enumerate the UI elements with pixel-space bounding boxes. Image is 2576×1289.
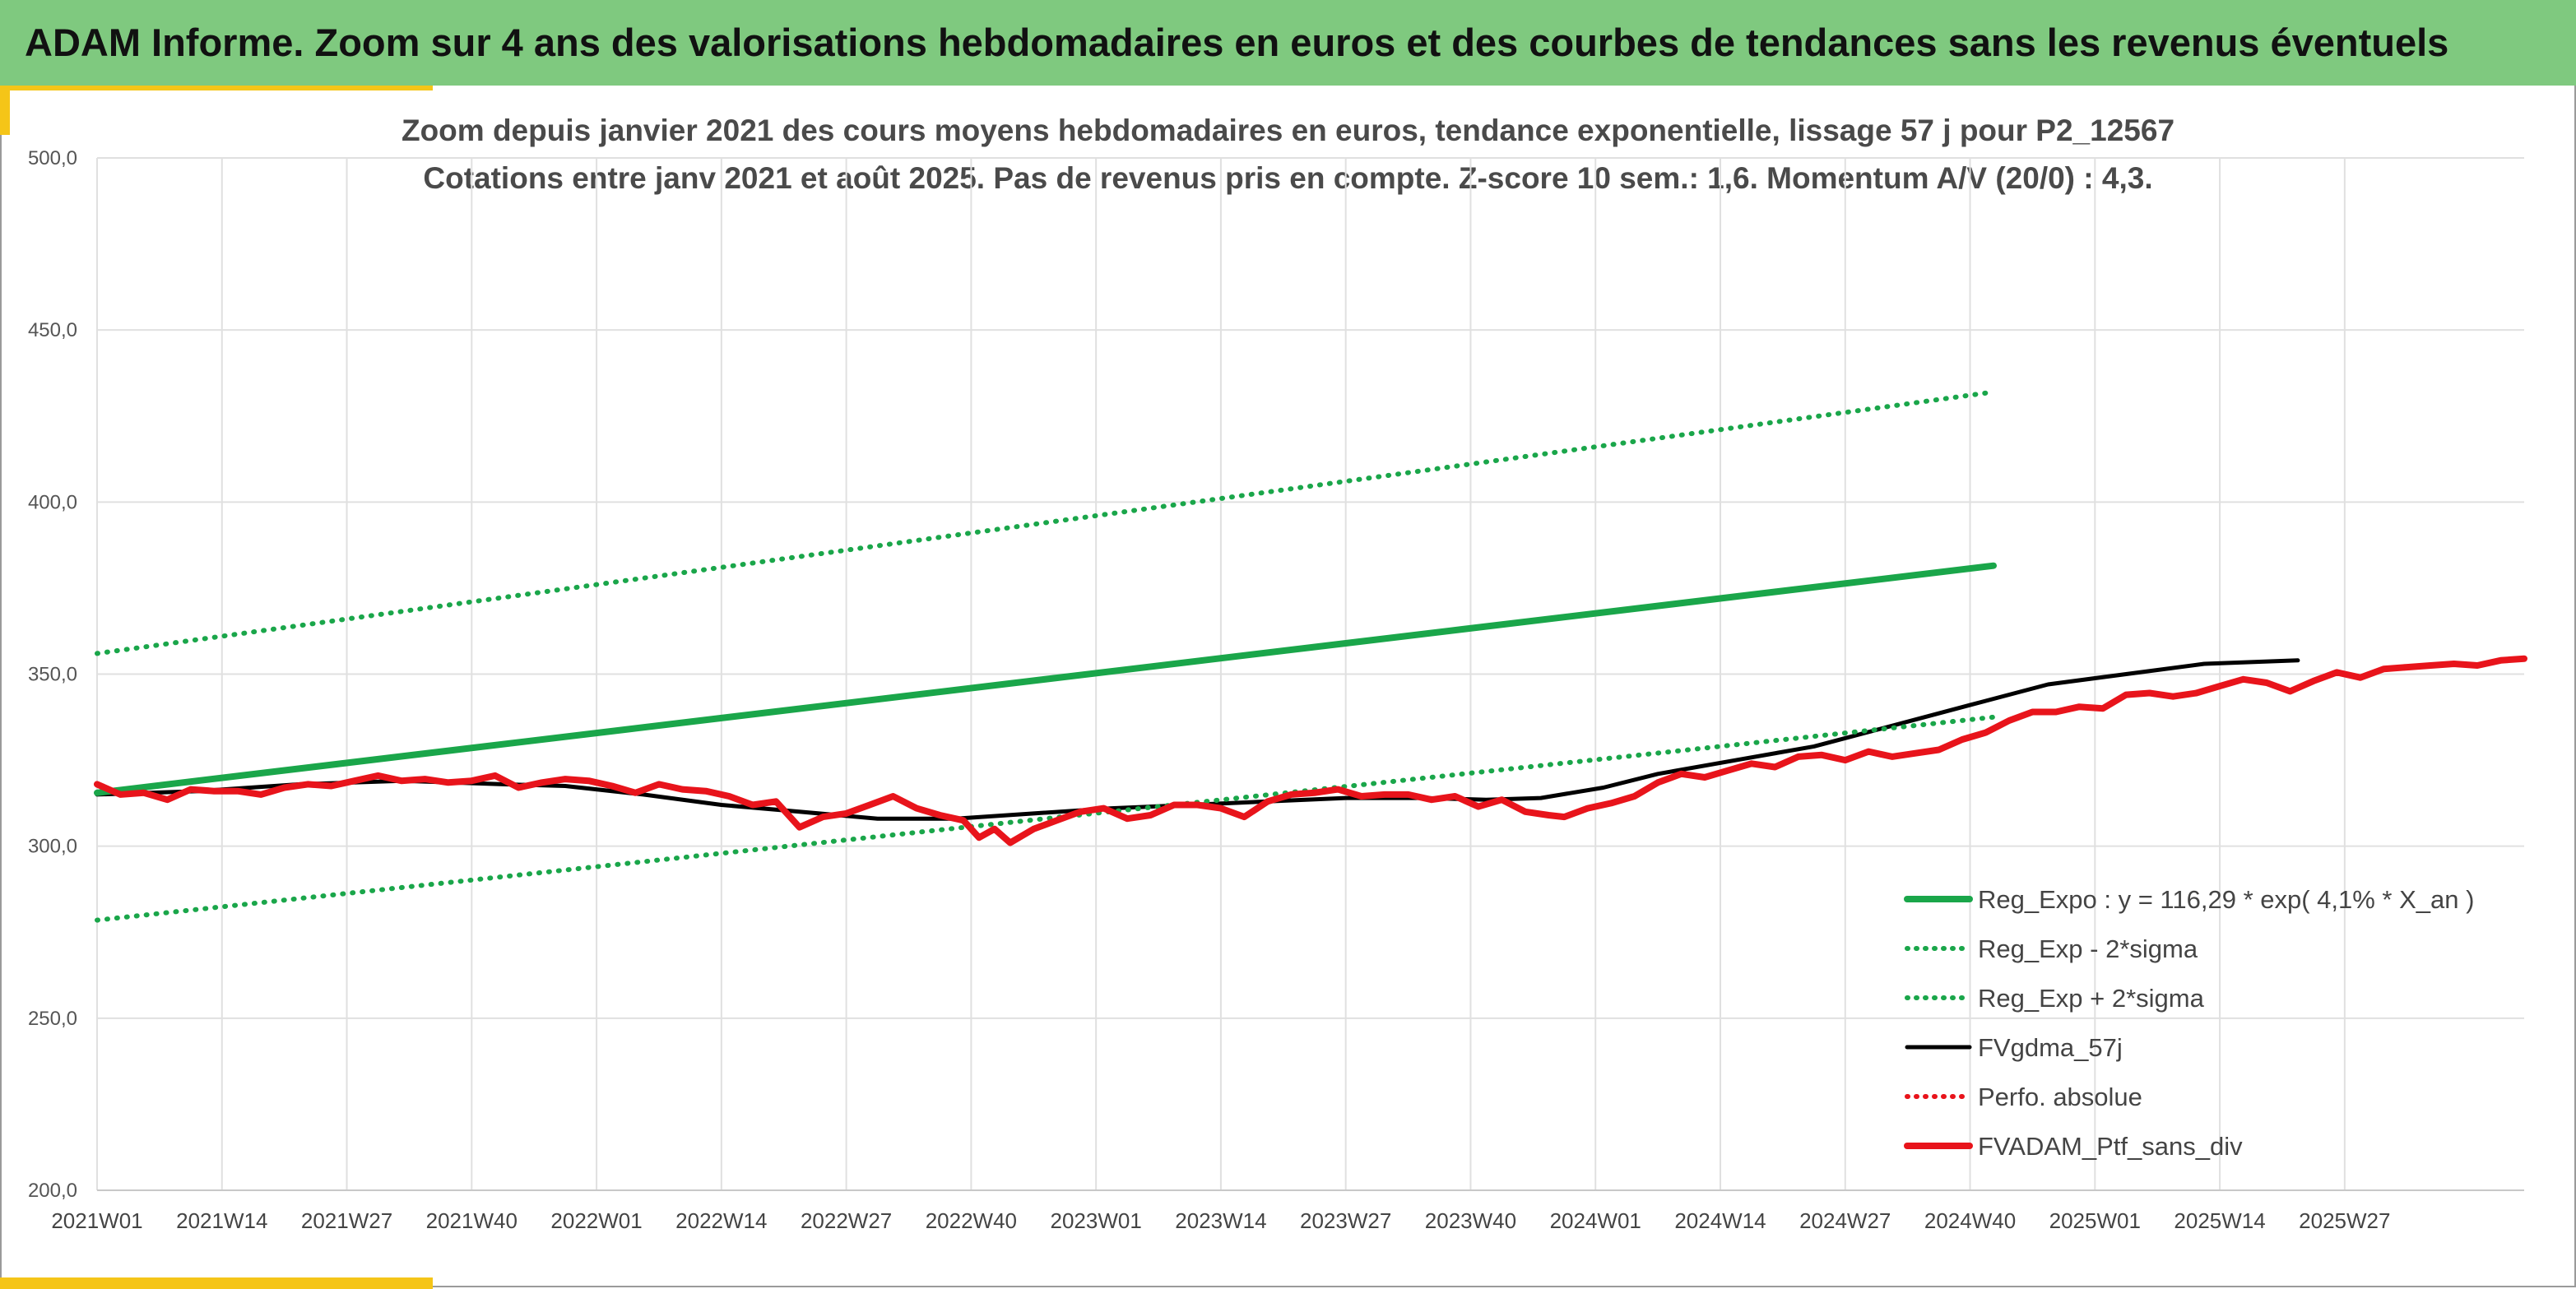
y-tick-label: 250,0 [28,1008,77,1030]
x-tick-label: 2022W14 [675,1208,767,1233]
x-tick-label: 2025W27 [2299,1208,2390,1233]
y-tick-label: 350,0 [28,664,77,686]
legend-label: Perfo. absolue [1978,1083,2142,1111]
y-tick-label: 500,0 [28,147,77,169]
series-line-reg-expo-y-116-29-exp-4-1-x-an [94,562,1997,796]
x-tick-label: 2022W01 [550,1208,642,1233]
x-tick-label: 2023W40 [1425,1208,1516,1233]
legend-label: FVgdma_57j [1978,1033,2123,1062]
legend-label: Reg_Exp + 2*sigma [1978,984,2205,1013]
x-tick-label: 2021W01 [51,1208,142,1233]
x-tick-label: 2024W14 [1674,1208,1766,1233]
series-lines [94,389,2527,923]
chart-title-line1: Zoom depuis janvier 2021 des cours moyen… [401,114,2175,147]
y-tick-label: 300,0 [28,836,77,858]
x-tick-label: 2024W27 [1799,1208,1891,1233]
legend-label: Reg_Expo : y = 116,29 * exp( 4,1% * X_an… [1978,885,2474,914]
x-tick-label: 2023W27 [1300,1208,1391,1233]
y-tick-label: 450,0 [28,319,77,341]
legend-label: FVADAM_Ptf_sans_div [1978,1132,2243,1161]
x-tick-label: 2021W27 [301,1208,392,1233]
accent-bar-left [0,86,10,135]
x-tick-label: 2025W14 [2174,1208,2265,1233]
accent-bar-bottom [0,1277,433,1289]
legend-label: Reg_Exp - 2*sigma [1978,934,2198,963]
page-title: ADAM Informe. Zoom sur 4 ans des valoris… [25,21,2449,64]
x-tick-label: 2023W01 [1050,1208,1141,1233]
series-line-reg-exp-2-sigma [95,389,1996,656]
x-tick-label: 2021W40 [426,1208,518,1233]
header-banner: ADAM Informe. Zoom sur 4 ans des valoris… [0,0,2576,86]
x-tick-label: 2021W14 [176,1208,267,1233]
x-tick-label: 2023W14 [1175,1208,1266,1233]
x-tick-label: 2024W40 [1924,1208,2016,1233]
x-tick-label: 2025W01 [2049,1208,2141,1233]
x-tick-label: 2024W01 [1550,1208,1641,1233]
y-axis-ticks: 200,0 250,0 300,0 350,0 400,0 450,0 500,0 [28,147,77,1202]
y-tick-label: 400,0 [28,491,77,513]
chart-title-line2: Cotations entre janv 2021 et août 2025. … [423,161,2153,195]
chart-frame [0,86,2576,1287]
grid-lines [96,157,2524,1191]
series-line-fvadam-ptf-sans-div [94,655,2527,846]
x-axis-ticks: 2021W01 2021W14 2021W27 2021W40 2022W01 2022W… [51,1208,2390,1233]
x-tick-label: 2022W27 [801,1208,892,1233]
y-tick-label: 200,0 [28,1180,77,1202]
accent-bar-top [0,86,433,90]
x-tick-label: 2022W40 [926,1208,1017,1233]
series-line-reg-exp-2-sigma [95,714,1996,923]
legend: Reg_Expo : y = 116,29 * exp( 4,1% * X_an… [1904,885,2474,1161]
